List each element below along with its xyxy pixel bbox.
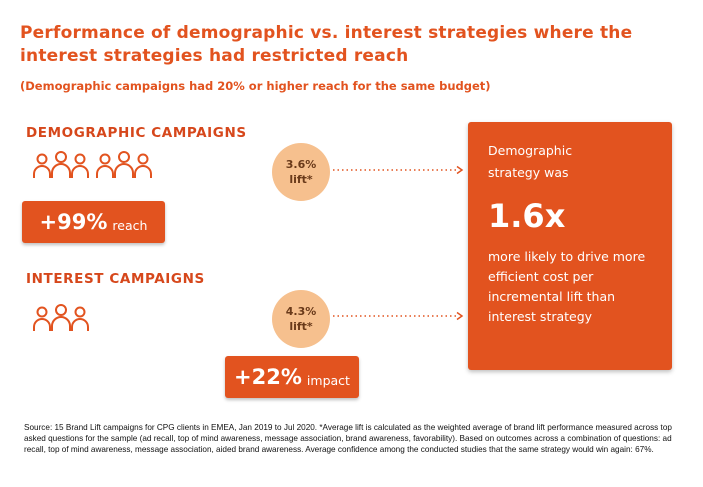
people-group-icon [32,150,90,182]
interest-lift-label: lift* [289,320,313,333]
people-group-icon [95,150,153,182]
page-title: Performance of demographic vs. interest … [20,23,633,66]
interest-impact-stat: +22% impact [225,356,359,398]
result-multiplier: 1.6x [488,197,566,235]
interest-stat-unit: impact [306,372,350,388]
demographic-lift-value: 3.6% [285,158,317,171]
demographic-lift-label: lift* [289,173,313,186]
interest-campaigns-label: INTEREST CAMPAIGNS [26,271,205,287]
people-group-icon [32,303,90,335]
source-footnote: Source: 15 Brand Lift campaigns for CPG … [24,423,672,455]
interest-stat-value: +22% [234,365,302,389]
interest-lift-circle: 4.3% lift* [272,290,330,348]
result-callout: Demographic strategy was 1.6x more likel… [468,122,672,370]
page-subtitle: (Demographic campaigns had 20% or higher… [20,79,491,93]
demographic-lift-circle: 3.6% lift* [272,143,330,201]
result-description: more likely to drive more efficient cost… [488,249,646,324]
dotted-arrow-icon [333,311,464,321]
demographic-stat-value: +99% [39,210,108,234]
demographic-campaigns-label: DEMOGRAPHIC CAMPAIGNS [26,125,247,141]
dotted-arrow-icon [333,165,464,175]
interest-lift-value: 4.3% [285,305,317,318]
demographic-reach-stat: +99% reach [22,201,165,243]
demographic-stat-unit: reach [112,217,148,233]
result-intro: Demographic strategy was [488,143,573,180]
